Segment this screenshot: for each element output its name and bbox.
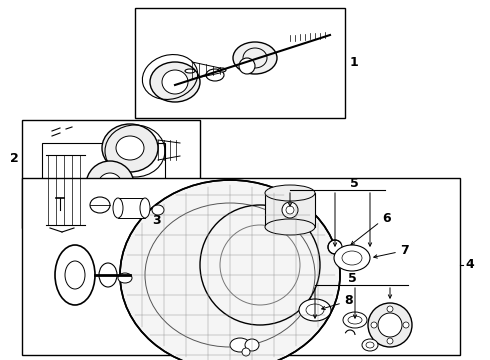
Ellipse shape (206, 69, 224, 81)
Ellipse shape (334, 245, 370, 271)
Ellipse shape (102, 124, 158, 172)
Ellipse shape (343, 312, 367, 328)
Circle shape (378, 313, 402, 337)
Text: 8: 8 (344, 293, 353, 306)
Ellipse shape (218, 68, 226, 72)
Ellipse shape (239, 58, 255, 74)
Text: 5: 5 (350, 176, 359, 189)
Bar (42, 143, 165, 228)
Bar (135, 8, 345, 118)
Ellipse shape (55, 245, 95, 305)
Ellipse shape (230, 338, 250, 352)
Circle shape (282, 202, 298, 218)
Circle shape (242, 348, 250, 356)
Ellipse shape (243, 48, 267, 68)
Circle shape (371, 322, 377, 328)
Bar (118, 198, 145, 218)
Ellipse shape (86, 161, 134, 209)
Circle shape (387, 338, 393, 344)
Ellipse shape (150, 62, 200, 102)
Text: 4: 4 (465, 258, 474, 271)
Ellipse shape (140, 198, 150, 218)
Ellipse shape (366, 342, 374, 348)
Text: 1: 1 (350, 55, 359, 68)
Ellipse shape (306, 304, 324, 316)
Ellipse shape (65, 261, 85, 289)
Ellipse shape (90, 197, 110, 213)
Bar (22, 120, 200, 228)
Text: 2: 2 (10, 152, 19, 165)
Circle shape (368, 303, 412, 347)
Ellipse shape (118, 273, 132, 283)
Circle shape (286, 206, 294, 214)
Bar (22, 178, 460, 355)
Ellipse shape (113, 198, 123, 218)
Circle shape (328, 240, 342, 254)
Ellipse shape (362, 339, 378, 351)
Ellipse shape (265, 219, 315, 235)
Ellipse shape (162, 70, 188, 94)
Bar (265, 193, 315, 227)
Ellipse shape (99, 263, 117, 287)
Text: 7: 7 (400, 243, 409, 257)
Ellipse shape (342, 251, 362, 265)
Ellipse shape (299, 299, 331, 321)
Text: 6: 6 (382, 212, 391, 225)
Ellipse shape (185, 69, 195, 73)
Ellipse shape (233, 42, 277, 74)
Text: 3: 3 (152, 213, 161, 226)
Ellipse shape (116, 136, 144, 160)
Ellipse shape (245, 339, 259, 351)
Circle shape (387, 306, 393, 312)
Ellipse shape (265, 185, 315, 201)
Ellipse shape (98, 173, 122, 197)
Text: 5: 5 (348, 271, 357, 284)
Ellipse shape (152, 205, 164, 215)
Ellipse shape (348, 316, 362, 324)
Ellipse shape (120, 180, 340, 360)
Circle shape (403, 322, 409, 328)
